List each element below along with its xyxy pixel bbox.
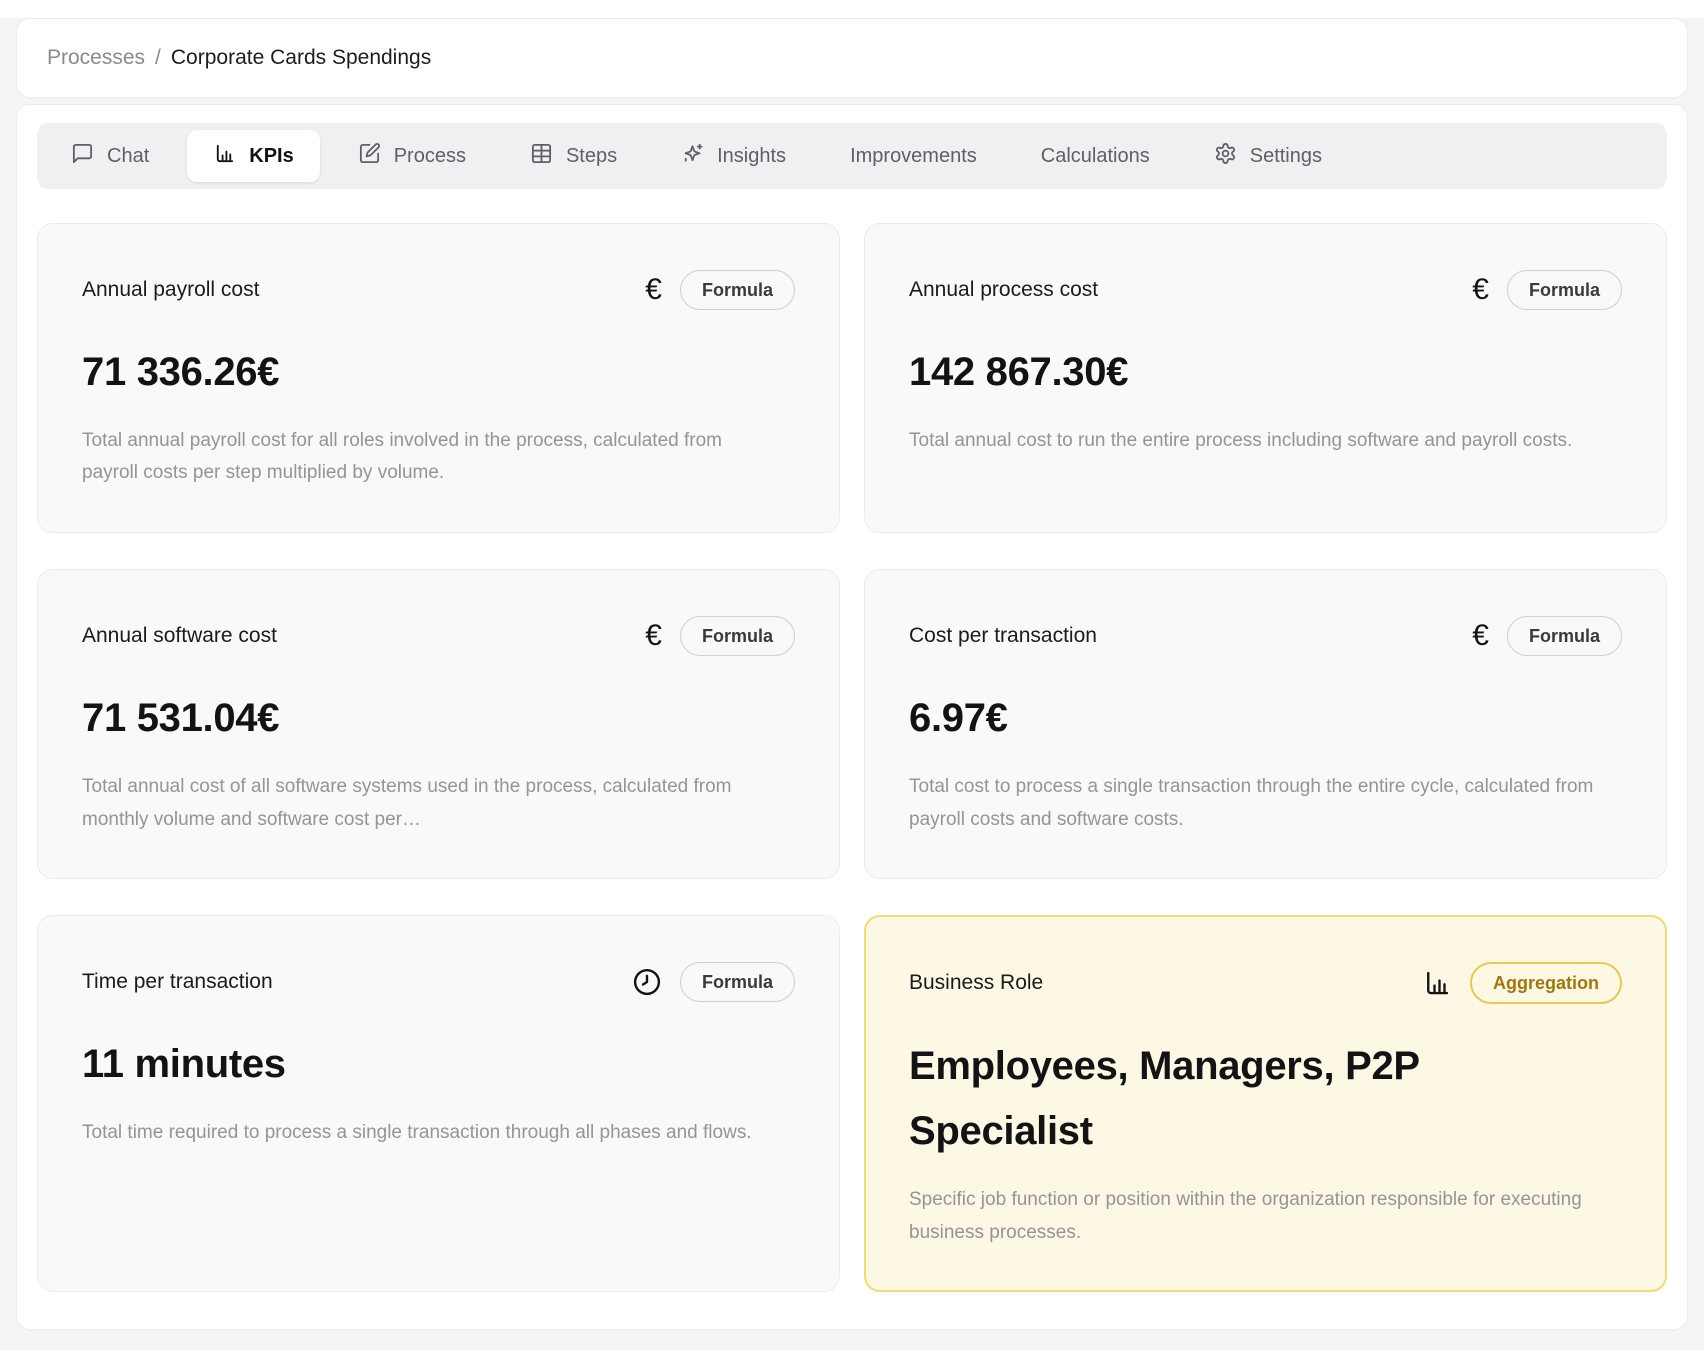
kpi-grid: Annual payroll cost € Formula 71 336.26€… — [37, 223, 1667, 1293]
gear-icon — [1214, 142, 1237, 171]
tab-insights[interactable]: Insights — [655, 130, 812, 182]
kpi-card-annual-payroll-cost: Annual payroll cost € Formula 71 336.26€… — [37, 223, 840, 534]
tab-chat[interactable]: Chat — [45, 130, 175, 182]
tab-bar: Chat KPIs Process Steps Insights Improve… — [37, 123, 1667, 189]
card-meta: € Formula — [645, 616, 795, 657]
card-meta: Formula — [632, 962, 795, 1003]
card-meta: € Formula — [645, 270, 795, 310]
kpi-description: Total cost to process a single transacti… — [909, 775, 1594, 830]
tab-label: Process — [393, 144, 466, 167]
kpi-value: 11 minutes — [82, 1042, 286, 1087]
edit-icon — [358, 142, 381, 171]
card-title: Annual payroll cost — [82, 278, 260, 301]
card-header: Business Role Aggregation — [909, 962, 1622, 1005]
kpi-value: 6.97€ — [909, 696, 1008, 741]
card-header: Time per transaction Formula — [82, 962, 795, 1003]
kpi-card-cost-per-transaction: Cost per transaction € Formula 6.97€ Tot… — [864, 569, 1667, 880]
kpi-description: Specific job function or position within… — [909, 1188, 1582, 1243]
tab-label: Improvements — [850, 144, 977, 167]
kpi-card-time-per-transaction: Time per transaction Formula 11 minutes … — [37, 915, 840, 1293]
kpi-description: Total annual cost to run the entire proc… — [909, 429, 1573, 451]
euro-icon: € — [645, 273, 662, 306]
card-meta: € Formula — [1472, 616, 1622, 657]
card-meta: Aggregation — [1422, 962, 1622, 1005]
card-title: Business Role — [909, 971, 1044, 995]
euro-icon: € — [1472, 619, 1489, 653]
tab-process[interactable]: Process — [332, 130, 492, 182]
tab-improvements[interactable]: Improvements — [824, 130, 1003, 182]
kpi-card-annual-software-cost: Annual software cost € Formula 71 531.04… — [37, 569, 840, 880]
tab-label: Calculations — [1040, 144, 1150, 167]
tab-label: Steps — [565, 144, 618, 167]
bar-chart-icon — [1422, 968, 1452, 998]
formula-badge[interactable]: Formula — [1506, 270, 1622, 310]
tab-calculations[interactable]: Calculations — [1015, 130, 1176, 182]
breadcrumb-parent[interactable]: Processes — [47, 46, 146, 69]
card-title: Annual process cost — [909, 278, 1099, 301]
kpi-value: 142 867.30€ — [909, 350, 1129, 394]
chat-icon — [71, 142, 94, 171]
breadcrumb-separator: / — [155, 46, 161, 69]
kpi-card-annual-process-cost: Annual process cost € Formula 142 867.30… — [864, 223, 1667, 534]
card-title: Cost per transaction — [909, 624, 1097, 648]
formula-badge[interactable]: Formula — [679, 270, 795, 310]
card-header: Annual software cost € Formula — [82, 616, 795, 657]
tab-label: KPIs — [249, 144, 294, 167]
table-icon — [530, 142, 553, 171]
bar-chart-icon — [213, 142, 236, 171]
sparkles-icon — [681, 142, 704, 171]
aggregation-badge[interactable]: Aggregation — [1470, 962, 1622, 1005]
card-header: Annual payroll cost € Formula — [82, 270, 795, 310]
breadcrumb-current: Corporate Cards Spendings — [170, 46, 432, 69]
tab-settings[interactable]: Settings — [1188, 130, 1348, 182]
tab-kpis[interactable]: KPIs — [187, 130, 320, 182]
header-panel: Processes / Corporate Cards Spendings — [16, 18, 1688, 98]
formula-badge[interactable]: Formula — [679, 616, 795, 657]
tab-steps[interactable]: Steps — [504, 130, 643, 182]
kpi-description: Total annual payroll cost for all roles … — [82, 429, 722, 484]
card-meta: € Formula — [1472, 270, 1622, 310]
kpi-card-business-role: Business Role Aggregation Employees, Man… — [864, 915, 1667, 1293]
formula-badge[interactable]: Formula — [1506, 616, 1622, 657]
kpi-description: Total annual cost of all software system… — [82, 775, 732, 830]
tab-label: Settings — [1249, 144, 1322, 167]
clock-icon — [632, 967, 662, 997]
euro-icon: € — [1472, 273, 1489, 306]
tab-label: Insights — [717, 144, 787, 167]
breadcrumb: Processes / Corporate Cards Spendings — [47, 46, 431, 70]
card-header: Cost per transaction € Formula — [909, 616, 1622, 657]
content-panel: Chat KPIs Process Steps Insights Improve… — [16, 104, 1688, 1330]
card-title: Time per transaction — [82, 970, 273, 994]
kpi-description: Total time required to process a single … — [82, 1122, 752, 1144]
card-title: Annual software cost — [82, 624, 277, 648]
kpi-value: 71 531.04€ — [82, 696, 280, 741]
kpi-value: Employees, Managers, P2P Specialist — [909, 1044, 1420, 1154]
app-window: Processes / Corporate Cards Spendings Ch… — [0, 18, 1704, 1330]
tab-label: Chat — [107, 144, 150, 167]
euro-icon: € — [645, 619, 662, 653]
card-header: Annual process cost € Formula — [909, 270, 1622, 310]
formula-badge[interactable]: Formula — [679, 962, 795, 1003]
kpi-value: 71 336.26€ — [82, 350, 280, 394]
